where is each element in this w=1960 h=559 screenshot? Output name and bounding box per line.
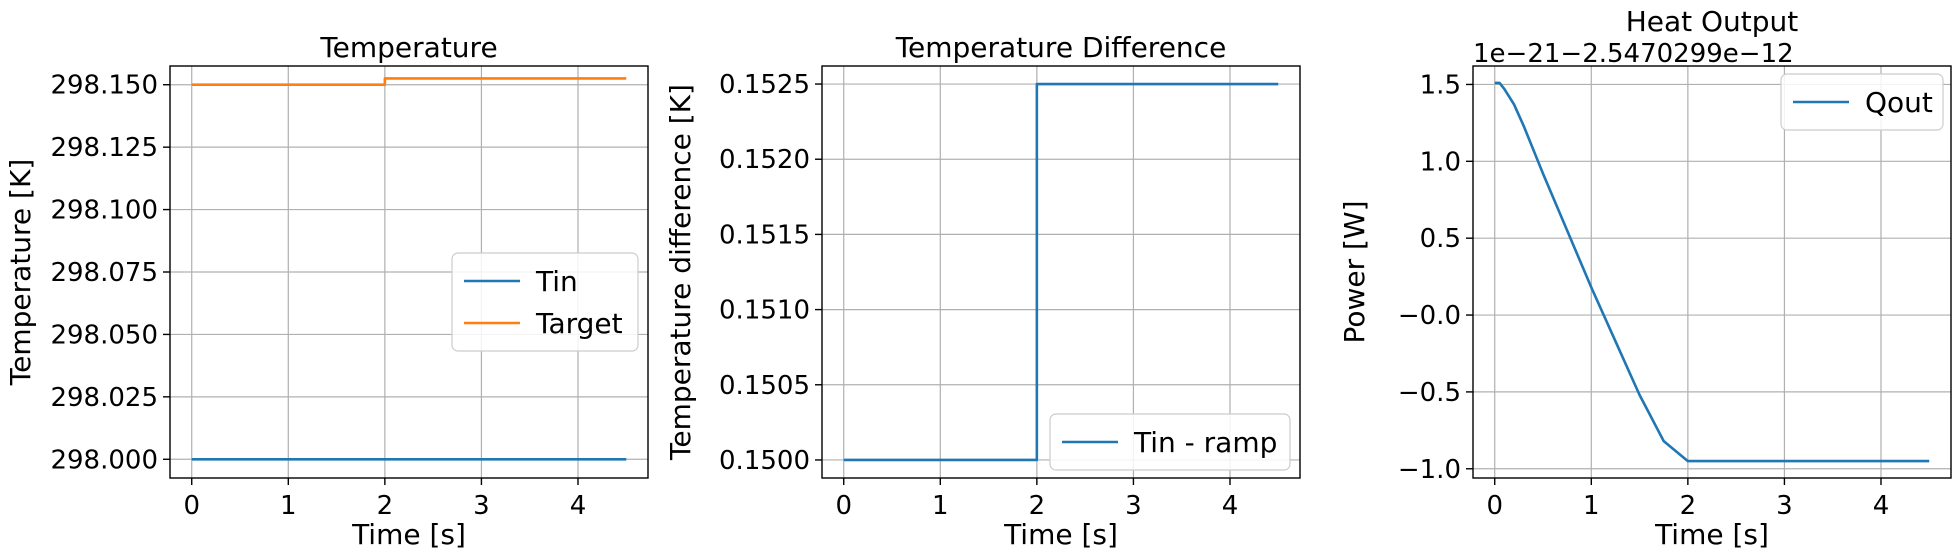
x-axis-label: Time [s] — [1654, 518, 1769, 551]
y-tick-label: 1.5 — [1420, 70, 1461, 100]
legend-box — [1780, 73, 1944, 131]
y-tick-label: −1.0 — [1398, 455, 1461, 485]
legend: Tin - ramp — [1049, 413, 1291, 471]
x-tick-label: 2 — [377, 491, 394, 521]
x-tick-label: 1 — [1583, 491, 1600, 521]
x-tick-label: 4 — [1222, 491, 1239, 521]
y-tick-label: 0.1515 — [719, 220, 810, 250]
x-tick-label: 3 — [1125, 491, 1142, 521]
x-tick-label: 2 — [1680, 491, 1697, 521]
chart-title: Heat Output — [1626, 5, 1799, 38]
y-tick-label: 298.025 — [50, 383, 158, 413]
y-tick-label: 0.1525 — [719, 70, 810, 100]
legend-box — [1049, 413, 1291, 471]
y-tick-label: −0.5 — [1398, 378, 1461, 408]
series-line-tin-ramp — [843, 82, 1279, 462]
y-tick-label: 298.125 — [50, 133, 158, 163]
chart-title: Temperature — [319, 31, 497, 64]
y-axis-label: Temperature difference [K] — [664, 84, 697, 461]
x-tick-label: 3 — [473, 491, 490, 521]
x-tick-label: 3 — [1776, 491, 1793, 521]
x-tick-label: 1 — [932, 491, 949, 521]
y-tick-label: 298.000 — [50, 445, 158, 475]
x-axis-label: Time [s] — [351, 518, 466, 551]
x-tick-label: 0 — [835, 491, 852, 521]
temperature-panel: 0 1 2 3 4 298.000 298.025 298.050 298.075 298.100… — [4, 31, 649, 551]
y-tick-label: 1.0 — [1420, 147, 1461, 177]
heat-output-panel: 0 1 2 3 4 −1.0 −0.5 −0.0 0.5 1.0 1.5 Heat Output1e−… — [1338, 5, 1952, 551]
y-tick-label: 0.1500 — [719, 446, 810, 476]
x-tick-label: 1 — [280, 491, 297, 521]
y-tick-label: 298.050 — [50, 320, 158, 350]
x-tick-label: 0 — [183, 491, 200, 521]
x-tick-label: 0 — [1486, 491, 1503, 521]
y-tick-label: −0.0 — [1398, 301, 1461, 331]
y-axis-label: Temperature [K] — [4, 159, 37, 386]
legend: Tin Target — [451, 252, 639, 352]
y-tick-label: 298.075 — [50, 258, 158, 288]
x-tick-label: 4 — [570, 491, 587, 521]
legend-box — [451, 252, 639, 352]
x-axis-label: Time [s] — [1003, 518, 1118, 551]
axes-frame — [821, 65, 1301, 479]
series-line-qout — [1494, 81, 1930, 463]
y-tick-label: 0.5 — [1420, 224, 1461, 254]
series-line-target — [191, 77, 627, 87]
legend-entry: Tin — [535, 265, 578, 298]
y-axis-label: Power [W] — [1338, 200, 1371, 343]
legend-entry: Tin - ramp — [1133, 426, 1277, 459]
y-offset-text: 1e−21−2.5470299e−12 — [1473, 39, 1794, 69]
chart-title: Temperature Difference — [895, 31, 1227, 64]
legend: Qout — [1780, 73, 1944, 131]
legend-entry: Target — [535, 307, 623, 340]
axes-frame — [1472, 65, 1952, 479]
x-tick-label: 4 — [1873, 491, 1890, 521]
x-tick-label: 2 — [1029, 491, 1046, 521]
y-tick-label: 0.1505 — [719, 371, 810, 401]
y-tick-label: 0.1520 — [719, 145, 810, 175]
temperature-difference-panel: 0 1 2 3 4 0.1500 0.1505 0.1510 0.1515 0.1520 0.152… — [664, 31, 1301, 551]
y-tick-label: 0.1510 — [719, 296, 810, 326]
y-tick-label: 298.150 — [50, 71, 158, 101]
legend-entry: Qout — [1865, 86, 1933, 119]
y-tick-label: 298.100 — [50, 196, 158, 226]
